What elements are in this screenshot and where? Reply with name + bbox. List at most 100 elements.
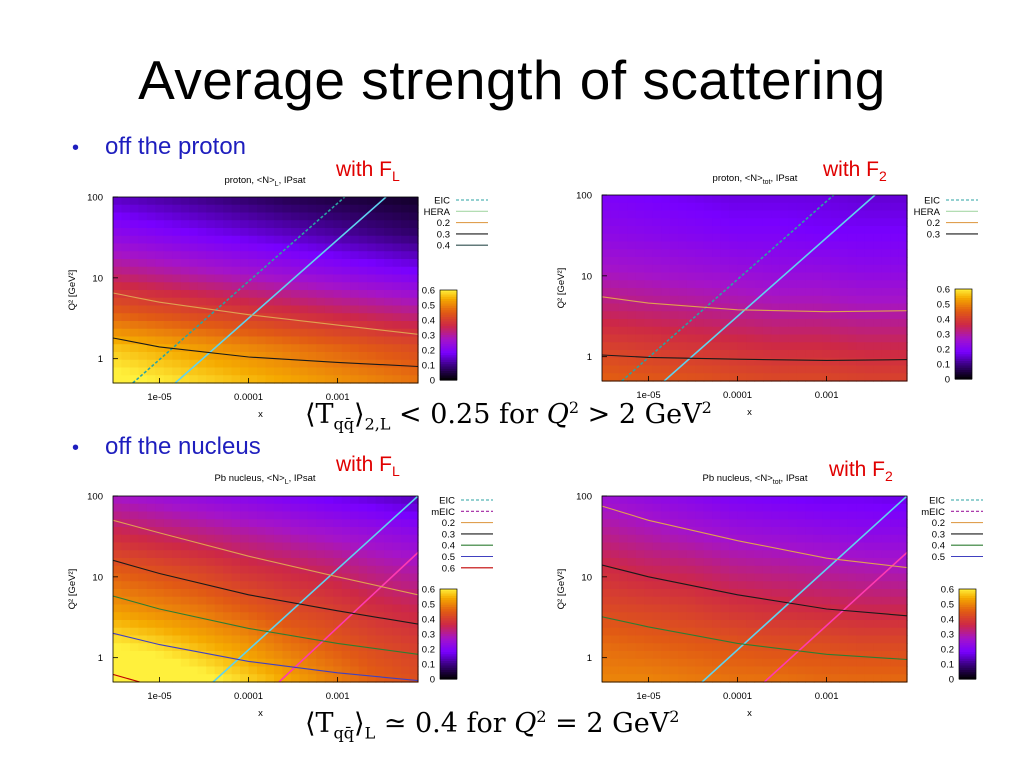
heatmap-cell bbox=[720, 226, 730, 235]
heatmap-cell bbox=[409, 266, 419, 276]
heatmap-cell bbox=[712, 627, 722, 637]
heatmap-cell bbox=[754, 519, 764, 528]
heatmap-cell bbox=[324, 313, 334, 322]
heatmap-cell bbox=[898, 288, 908, 297]
heatmap-cell bbox=[720, 218, 730, 227]
heatmap-cell bbox=[316, 344, 326, 353]
heatmap-cell bbox=[324, 627, 334, 637]
heatmap-cell bbox=[375, 243, 385, 252]
heatmap-cell bbox=[401, 259, 411, 268]
heatmap-cell bbox=[206, 651, 216, 660]
heatmap-cell bbox=[695, 326, 705, 336]
heatmap-cell bbox=[257, 212, 267, 221]
heatmap-cell bbox=[172, 558, 182, 567]
heatmap-cell bbox=[729, 288, 739, 297]
heatmap-cell bbox=[720, 373, 730, 382]
heatmap-cell bbox=[282, 259, 292, 268]
heatmap-cell bbox=[881, 272, 891, 281]
heatmap-cell bbox=[121, 596, 131, 606]
heatmap-cell bbox=[890, 311, 900, 320]
heatmap-cell bbox=[113, 550, 123, 559]
heatmap-cell bbox=[762, 511, 773, 520]
colorbar-step bbox=[955, 358, 972, 362]
heatmap-cell bbox=[669, 589, 679, 598]
heatmap-cell bbox=[898, 527, 908, 536]
heatmap-cell bbox=[695, 295, 705, 305]
heatmap-cell bbox=[240, 297, 250, 307]
heatmap-cell bbox=[367, 627, 377, 637]
heatmap-cell bbox=[618, 542, 629, 551]
heatmap-cell bbox=[796, 319, 806, 328]
heatmap-cell bbox=[113, 511, 123, 520]
heatmap-cell bbox=[273, 220, 284, 229]
heatmap-cell bbox=[898, 233, 908, 243]
heatmap-cell bbox=[822, 334, 832, 343]
heatmap-cell bbox=[771, 496, 781, 505]
heatmap-cell bbox=[189, 635, 199, 644]
heatmap-cell bbox=[720, 280, 730, 289]
heatmap-cell bbox=[121, 558, 131, 567]
heatmap-cell bbox=[248, 259, 258, 268]
colorbar-tick-label: 0.6 bbox=[422, 286, 435, 297]
heatmap-cell bbox=[316, 635, 326, 644]
heatmap-cell bbox=[618, 319, 629, 328]
heatmap-cell bbox=[635, 233, 645, 243]
heatmap-cell bbox=[822, 651, 832, 660]
legend-label: 0.4 bbox=[932, 541, 945, 552]
heatmap-cell bbox=[746, 319, 756, 328]
heatmap-cell bbox=[754, 326, 764, 336]
colorbar-step bbox=[440, 310, 457, 314]
heatmap-cell bbox=[197, 496, 207, 505]
heatmap-cell bbox=[712, 542, 722, 551]
heatmap-cell bbox=[129, 212, 140, 221]
heatmap-cell bbox=[163, 290, 173, 299]
colorbar-step bbox=[959, 665, 976, 669]
heatmap-cell bbox=[384, 558, 394, 567]
heatmap-cell bbox=[401, 290, 411, 299]
heatmap-cell bbox=[206, 297, 216, 307]
heatmap-cell bbox=[180, 651, 190, 660]
heatmap-cell bbox=[240, 565, 250, 575]
heatmap-cell bbox=[881, 651, 891, 660]
heatmap-cell bbox=[401, 573, 411, 582]
heatmap-cell bbox=[265, 612, 275, 621]
heatmap-cell bbox=[695, 288, 705, 297]
heatmap-cell bbox=[333, 204, 343, 214]
heatmap-cell bbox=[805, 651, 815, 660]
heatmap-cell bbox=[197, 511, 207, 520]
heatmap-cell bbox=[822, 573, 832, 582]
heatmap-cell bbox=[703, 620, 713, 629]
heatmap-cell bbox=[762, 620, 773, 629]
heatmap-cell bbox=[754, 218, 764, 227]
heatmap-cell bbox=[384, 328, 394, 338]
heatmap-cell bbox=[384, 635, 394, 644]
heatmap-cell bbox=[703, 674, 713, 683]
heatmap-cell bbox=[316, 550, 326, 559]
heatmap-cell bbox=[729, 565, 739, 575]
heatmap-cell bbox=[307, 282, 317, 291]
heatmap-cell bbox=[635, 280, 645, 289]
heatmap-cell bbox=[627, 226, 637, 235]
heatmap-cell bbox=[830, 565, 840, 575]
heatmap-cell bbox=[384, 534, 394, 544]
colorbar-step bbox=[440, 303, 457, 307]
heatmap-cell bbox=[610, 589, 620, 598]
heatmap-cell bbox=[384, 367, 394, 376]
heatmap-cell bbox=[189, 220, 199, 229]
heatmap-cell bbox=[669, 319, 679, 328]
heatmap-cell bbox=[333, 581, 343, 590]
heatmap-cell bbox=[856, 604, 866, 613]
heatmap-cell bbox=[240, 290, 250, 299]
heatmap-cell bbox=[155, 243, 165, 252]
heatmap-cell bbox=[240, 197, 250, 206]
heatmap-cell bbox=[358, 220, 368, 229]
heatmap-cell bbox=[401, 620, 411, 629]
heatmap-cell bbox=[720, 596, 730, 606]
heatmap-cell bbox=[290, 658, 300, 668]
heatmap-cell bbox=[214, 344, 224, 353]
colorbar-step bbox=[955, 311, 972, 315]
heatmap-cell bbox=[627, 350, 637, 359]
heatmap-cell bbox=[138, 573, 148, 582]
heatmap-cell bbox=[375, 643, 385, 652]
heatmap-cell bbox=[720, 674, 730, 683]
